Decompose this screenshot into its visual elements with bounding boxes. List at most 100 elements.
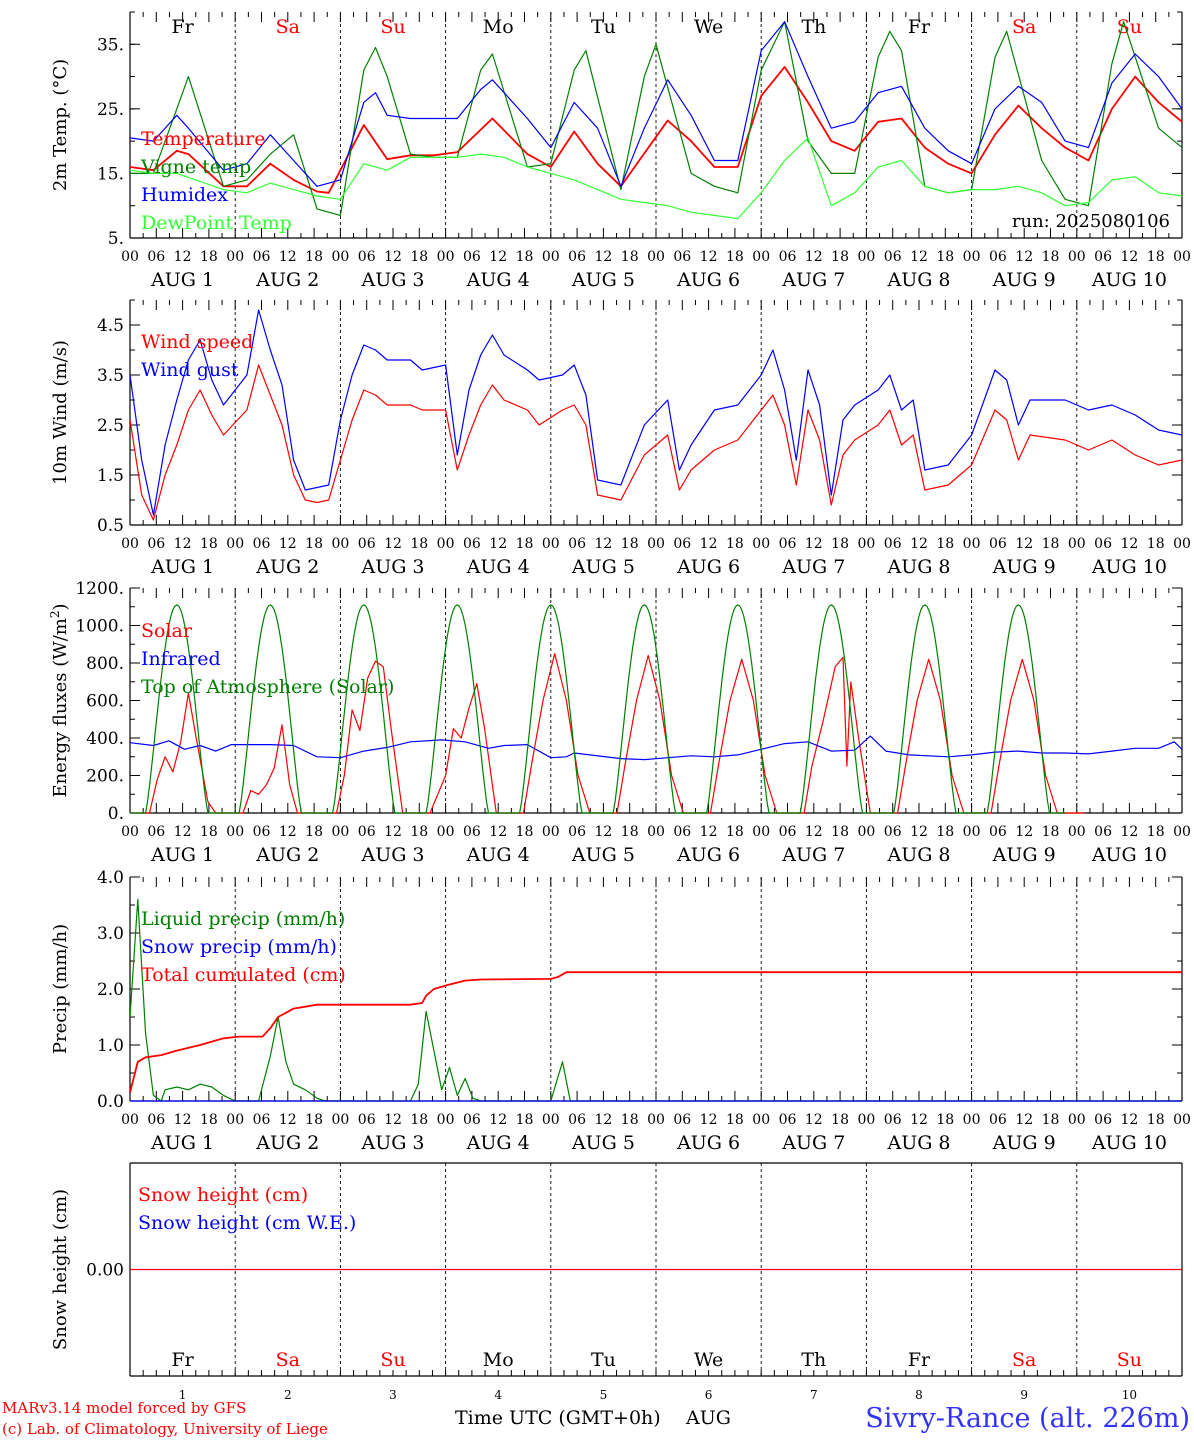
hour-label: 12 [489,824,507,840]
hour-label: 00 [963,536,981,552]
y-tick-label: 1200. [75,579,124,599]
day-label: AUG 9 [992,1132,1056,1154]
y-tick-label: 0. [108,804,124,824]
day-number: 2 [284,1388,292,1402]
hour-label: 12 [384,249,402,265]
weekday-label: Fr [908,16,931,38]
hour-label: 12 [594,824,612,840]
y-axis-label: Snow height (cm) [50,1189,71,1350]
weekday-label: Sa [1012,1349,1036,1371]
hour-label: 06 [253,536,271,552]
hour-label: 18 [621,1112,639,1128]
hour-label: 18 [831,536,849,552]
hour-label: 00 [437,536,455,552]
hour-label: 06 [147,536,165,552]
legend-entry: Wind gust [141,359,239,381]
weekday-label: Su [1117,1349,1142,1371]
hour-label: 12 [700,1112,718,1128]
hour-label: 18 [305,536,323,552]
panel-5: 0.00 Snow height (cm) Fr Sa Su Mo Tu We Th Fr Sa Su… [50,1162,1183,1402]
hour-label: 18 [1147,824,1165,840]
day-label: AUG 1 [150,1132,214,1154]
hour-label: 18 [516,249,534,265]
day-label: AUG 3 [360,556,424,578]
hour-label: 00 [121,1112,139,1128]
series-wind-gust [130,309,1182,516]
hour-label: 12 [700,824,718,840]
legend-entry: Total cumulated (cm) [141,964,346,986]
hour-label: 00 [331,1112,349,1128]
hour-label: 18 [621,536,639,552]
hour-label: 06 [779,249,797,265]
hour-label: 00 [1173,536,1191,552]
hour-label: 00 [226,824,244,840]
weekday-label: Mo [483,1349,514,1371]
y-tick-label: 0.00 [86,1261,124,1281]
hour-label: 00 [752,1112,770,1128]
y-tick-label: 0.5 [97,516,124,536]
day-label: AUG 6 [676,844,740,866]
day-label: AUG 4 [466,1132,530,1154]
hour-label: 18 [1147,249,1165,265]
series-liquid-precip-mm-h [130,898,1182,1102]
hour-label: 06 [884,1112,902,1128]
day-number: 8 [915,1388,923,1402]
hour-label: 18 [726,824,744,840]
hour-label: 06 [673,536,691,552]
series-group [130,21,1182,220]
hour-label: 18 [305,1112,323,1128]
hour-label: 00 [1173,1112,1191,1128]
day-label: AUG 5 [571,269,635,291]
y-tick-label: 200. [86,767,124,787]
y-tick-label: 600. [86,692,124,712]
hour-label: 06 [1094,824,1112,840]
day-label: AUG 6 [676,1132,740,1154]
hour-label: 06 [1094,249,1112,265]
lab-credit: (c) Lab. of Climatology, University of L… [2,1420,328,1438]
hour-label: 18 [410,824,428,840]
day-label: AUG 1 [150,844,214,866]
day-label: AUG 7 [781,269,845,291]
hour-label: 12 [279,824,297,840]
hour-label: 12 [384,1112,402,1128]
hour-label: 00 [1068,536,1086,552]
day-number: 5 [600,1388,608,1402]
hour-label: 18 [1147,536,1165,552]
hour-label: 12 [279,249,297,265]
hour-label: 00 [121,536,139,552]
legend-entry: Wind speed [141,331,253,353]
legend-entry: DewPoint Temp [141,212,292,234]
y-tick-label: 3.5 [97,366,124,386]
weekday-label: Fr [171,16,194,38]
hour-label: 18 [200,536,218,552]
hour-label: 00 [121,824,139,840]
hour-label: 12 [174,1112,192,1128]
hour-label: 06 [989,249,1007,265]
y-tick-label: 1.0 [97,1036,124,1056]
legend-entry: Temperature [141,128,265,150]
hour-label: 00 [331,249,349,265]
day-number: 10 [1122,1388,1137,1402]
day-number: 7 [810,1388,818,1402]
day-number: 4 [494,1388,502,1402]
series-total-cumulated-cm [130,971,1182,1093]
series-humidex [130,21,1182,187]
hour-label: 18 [516,1112,534,1128]
hour-label: 18 [726,1112,744,1128]
weekday-label: We [694,1349,723,1371]
weekday-label: Fr [908,1349,931,1371]
hour-label: 00 [752,824,770,840]
day-label: AUG 6 [676,269,740,291]
hour-label: 12 [1015,1112,1033,1128]
series-group [130,309,1182,521]
hour-label: 06 [779,536,797,552]
y-tick-label: 3.0 [97,924,124,944]
hour-label: 18 [936,1112,954,1128]
day-label: AUG 3 [360,844,424,866]
hour-label: 00 [226,536,244,552]
month-label: AUG [685,1407,731,1429]
hour-label: 18 [621,824,639,840]
weekday-label: Su [380,1349,405,1371]
hour-label: 06 [147,1112,165,1128]
hour-label: 06 [358,1112,376,1128]
